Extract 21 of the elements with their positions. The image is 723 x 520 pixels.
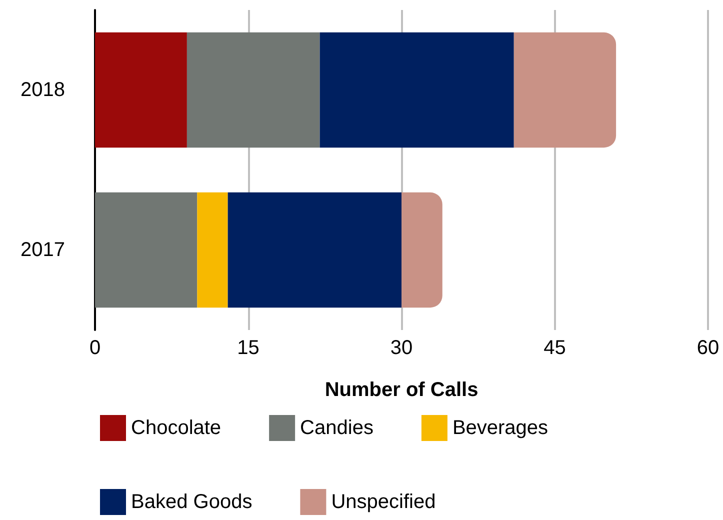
legend-label: Candies [300,417,374,439]
x-tick-label: 0 [89,337,101,359]
bar [95,192,198,308]
bar [186,32,320,148]
x-tick-label: 60 [696,337,720,359]
bar [320,32,514,148]
y-tick-label: 2018 [20,79,65,101]
legend-label: Unspecified [331,491,436,513]
x-tick-label: 45 [544,337,566,359]
y-tick-label: 2017 [20,239,65,261]
bar [197,192,228,308]
legend-label: Beverages [452,417,548,439]
x-axis-title: Number of Calls [324,379,478,401]
bar [95,32,187,148]
x-tick-label: 15 [237,337,260,359]
legend-label: Chocolate [131,417,222,439]
bar [402,192,442,308]
legend-label: Baked Goods [131,491,252,513]
bar [228,192,402,308]
x-tick-label: 30 [390,337,413,359]
bar [514,32,616,148]
